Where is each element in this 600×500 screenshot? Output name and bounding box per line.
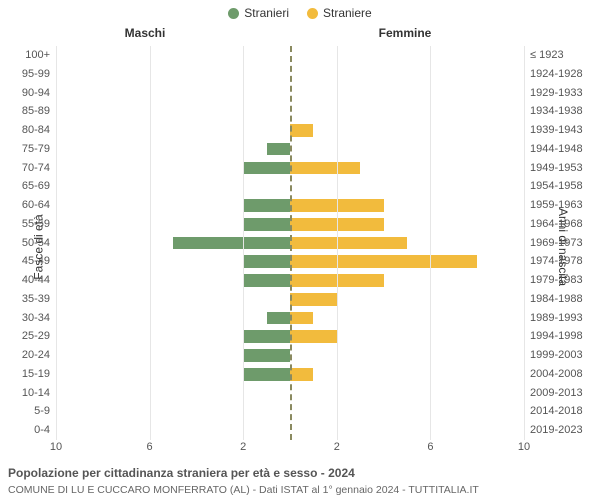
age-label: 85-89 xyxy=(22,102,50,121)
bar-male xyxy=(243,218,290,231)
grid-line xyxy=(524,46,525,440)
age-label: 15-19 xyxy=(22,365,50,384)
grid-line xyxy=(243,46,244,440)
age-label: 35-39 xyxy=(22,290,50,309)
cohort-label: 1984-1988 xyxy=(530,290,583,309)
age-label: 90-94 xyxy=(22,84,50,103)
bar-female xyxy=(290,330,337,343)
grid-line xyxy=(337,46,338,440)
cohort-label: 2019-2023 xyxy=(530,421,583,440)
column-headers: Maschi Femmine xyxy=(0,26,600,42)
cohort-label: 1979-1983 xyxy=(530,271,583,290)
cohort-label: 1989-1993 xyxy=(530,309,583,328)
cohort-label: 1994-1998 xyxy=(530,327,583,346)
legend-male: Stranieri xyxy=(228,6,289,20)
cohort-label: 1944-1948 xyxy=(530,140,583,159)
legend-label-female: Straniere xyxy=(323,6,372,20)
bar-male xyxy=(243,199,290,212)
cohort-label: 1969-1973 xyxy=(530,234,583,253)
cohort-label: 1924-1928 xyxy=(530,65,583,84)
bar-male xyxy=(243,162,290,175)
age-label: 80-84 xyxy=(22,121,50,140)
age-label: 10-14 xyxy=(22,384,50,403)
age-label: 70-74 xyxy=(22,159,50,178)
bar-male xyxy=(243,368,290,381)
age-label: 40-44 xyxy=(22,271,50,290)
midline xyxy=(290,46,292,440)
cohort-label: 1974-1978 xyxy=(530,252,583,271)
cohort-label: 2004-2008 xyxy=(530,365,583,384)
bar-female xyxy=(290,124,313,137)
chart-subcaption: COMUNE DI LU E CUCCARO MONFERRATO (AL) -… xyxy=(8,484,592,496)
age-label: 55-59 xyxy=(22,215,50,234)
cohort-label: 1929-1933 xyxy=(530,84,583,103)
legend-female: Straniere xyxy=(307,6,372,20)
x-tick-label: 2 xyxy=(334,441,340,453)
bar-male xyxy=(243,255,290,268)
bar-male xyxy=(243,349,290,362)
population-pyramid-chart: Stranieri Straniere Maschi Femmine Fasce… xyxy=(0,0,600,500)
bar-male xyxy=(267,312,290,325)
bar-female xyxy=(290,368,313,381)
header-male: Maschi xyxy=(0,26,290,40)
age-label: 30-34 xyxy=(22,309,50,328)
bar-female xyxy=(290,255,477,268)
grid-line xyxy=(56,46,57,440)
bar-male xyxy=(243,274,290,287)
header-female: Femmine xyxy=(290,26,520,40)
cohort-label: 1959-1963 xyxy=(530,196,583,215)
bar-male xyxy=(243,330,290,343)
age-label: 45-49 xyxy=(22,252,50,271)
cohort-label: ≤ 1923 xyxy=(530,46,564,65)
cohort-label: 1939-1943 xyxy=(530,121,583,140)
cohort-label: 1999-2003 xyxy=(530,346,583,365)
x-tick-label: 10 xyxy=(50,441,62,453)
x-tick-label: 10 xyxy=(518,441,530,453)
legend-label-male: Stranieri xyxy=(244,6,289,20)
age-label: 100+ xyxy=(25,46,50,65)
bar-male xyxy=(267,143,290,156)
grid-line xyxy=(150,46,151,440)
age-label: 0-4 xyxy=(34,421,50,440)
bar-male xyxy=(173,237,290,250)
bar-female xyxy=(290,312,313,325)
cohort-label: 2009-2013 xyxy=(530,384,583,403)
cohort-label: 1964-1968 xyxy=(530,215,583,234)
bar-female xyxy=(290,293,337,306)
x-tick-label: 6 xyxy=(147,441,153,453)
age-label: 50-54 xyxy=(22,234,50,253)
age-label: 95-99 xyxy=(22,65,50,84)
age-label: 25-29 xyxy=(22,327,50,346)
age-label: 20-24 xyxy=(22,346,50,365)
grid-line xyxy=(430,46,431,440)
legend: Stranieri Straniere xyxy=(0,0,600,20)
x-axis-ticks: 10622610 xyxy=(56,441,524,455)
plot-area: 100+≤ 192395-991924-192890-941929-193385… xyxy=(56,46,524,440)
cohort-label: 1934-1938 xyxy=(530,102,583,121)
age-label: 60-64 xyxy=(22,196,50,215)
cohort-label: 1949-1953 xyxy=(530,159,583,178)
x-tick-label: 6 xyxy=(427,441,433,453)
bar-female xyxy=(290,162,360,175)
cohort-label: 1954-1958 xyxy=(530,177,583,196)
age-label: 75-79 xyxy=(22,140,50,159)
age-label: 65-69 xyxy=(22,177,50,196)
cohort-label: 2014-2018 xyxy=(530,402,583,421)
age-label: 5-9 xyxy=(34,402,50,421)
legend-swatch-female xyxy=(307,8,318,19)
chart-caption: Popolazione per cittadinanza straniera p… xyxy=(8,466,592,480)
x-tick-label: 2 xyxy=(240,441,246,453)
legend-swatch-male xyxy=(228,8,239,19)
bar-female xyxy=(290,237,407,250)
